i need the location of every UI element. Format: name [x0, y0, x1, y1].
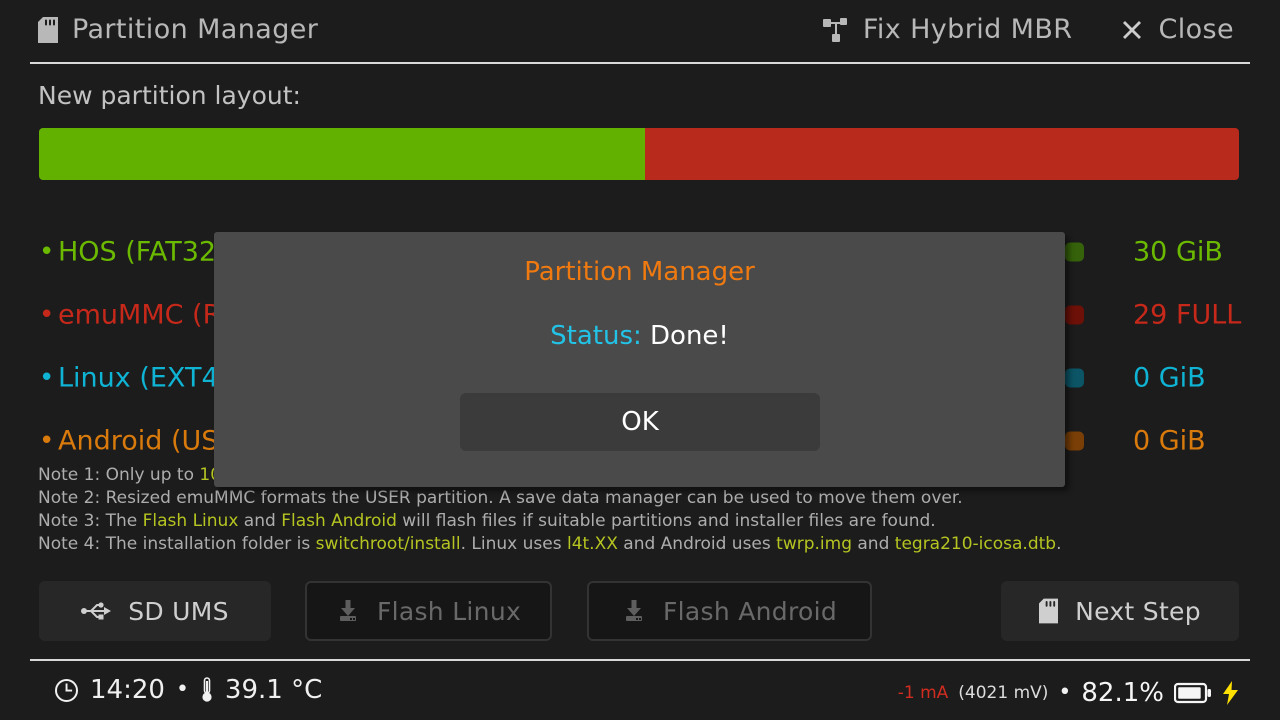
battery-current: -1 mA — [897, 683, 949, 703]
flash-android-button[interactable]: Flash Android — [587, 581, 872, 641]
sd-ums-label: SD UMS — [128, 596, 229, 626]
battery-voltage: (4021 mV) — [958, 683, 1049, 703]
dialog-status-value: Done! — [650, 321, 729, 351]
partition-row-hos: • HOS (FAT32): 30 GiB — [0, 220, 1280, 283]
action-button-row: SD UMS Flash Linux — [0, 581, 1280, 641]
bar-segment-emummc — [645, 128, 1239, 180]
new-partition-layout-label: New partition layout: — [38, 81, 301, 110]
status-right-group: -1 mA (4021 mV) • 82.1% — [898, 678, 1239, 708]
status-bar: 14:20 • 39.1 °C -1 mA (4021 mV) • 82.1% — [0, 665, 1280, 720]
partition-row-android: • Android (USER): 0 GiB — [0, 409, 1280, 472]
bullet-icon: • — [39, 425, 55, 456]
dialog-status-label: Status: — [550, 321, 642, 351]
dialog-status-line: Status: Done! — [214, 321, 1065, 351]
partition-manager-dialog: Partition Manager Status: Done! OK — [214, 232, 1065, 487]
note-text: and Android uses — [617, 534, 777, 554]
partition-name: Linux (EXT4): — [58, 362, 239, 393]
note-text: will flash files if suitable partitions … — [396, 511, 936, 531]
window-title: Partition Manager — [38, 14, 318, 45]
partition-size-value: 0 GiB — [1133, 425, 1206, 456]
next-step-label: Next Step — [1075, 596, 1201, 626]
partition-size-value: 30 GiB — [1133, 236, 1223, 267]
status-separator-dot-2: • — [1058, 680, 1072, 705]
lightning-bolt-icon — [1222, 681, 1239, 705]
bullet-icon: • — [39, 362, 55, 393]
dialog-ok-button[interactable]: OK — [460, 393, 820, 451]
statusbar-divider — [30, 659, 1250, 661]
note-text: Note 4: The installation folder is — [38, 534, 316, 554]
partition-name: HOS (FAT32): — [58, 236, 236, 267]
dialog-title: Partition Manager — [524, 257, 755, 287]
clock-time: 14:20 — [90, 675, 165, 705]
partition-color-swatch — [1065, 368, 1084, 387]
note-highlight: Flash Android — [281, 511, 397, 531]
note-text: . — [1056, 534, 1062, 554]
partition-size-value: 29 FULL — [1133, 299, 1242, 330]
notes-section: Note 1: Only up to 10 Note 2: Resized em… — [38, 464, 1248, 556]
note-text: . Linux uses — [460, 534, 567, 554]
note-3: Note 3: The Flash Linux and Flash Androi… — [38, 510, 1248, 533]
header-divider — [30, 62, 1250, 64]
status-left-group: 14:20 • 39.1 °C — [54, 675, 322, 705]
sitemap-icon — [822, 17, 849, 42]
partition-layout-bar — [39, 128, 1239, 180]
partition-color-swatch — [1065, 242, 1084, 261]
close-button[interactable]: Close — [1120, 14, 1234, 45]
usb-icon — [81, 601, 112, 621]
partition-list: • HOS (FAT32): 30 GiB • emuMMC (RAW): 29… — [0, 220, 1280, 472]
dialog-ok-label: OK — [621, 407, 659, 437]
fix-hybrid-mbr-label: Fix Hybrid MBR — [862, 14, 1073, 45]
note-highlight: tegra210-icosa.dtb — [894, 534, 1057, 554]
status-separator-dot: • — [175, 677, 189, 702]
temperature-value: 39.1 °C — [224, 675, 323, 705]
bullet-icon: • — [39, 299, 55, 330]
flash-linux-button[interactable]: Flash Linux — [305, 581, 552, 641]
partition-color-swatch — [1065, 431, 1084, 450]
sd-card-icon — [38, 16, 58, 43]
note-highlight: Flash Linux — [142, 511, 239, 531]
close-x-icon — [1120, 18, 1144, 42]
flash-android-label: Flash Android — [662, 596, 838, 626]
partition-row-linux: • Linux (EXT4): 0 GiB — [0, 346, 1280, 409]
note-text: Note 2: Resized emuMMC formats the USER … — [38, 488, 963, 508]
window-title-label: Partition Manager — [72, 14, 319, 45]
battery-percent: 82.1% — [1081, 678, 1164, 708]
note-text: and — [851, 534, 895, 554]
partition-size-value: 0 GiB — [1133, 362, 1206, 393]
note-highlight: switchroot/install — [315, 534, 461, 554]
close-label: Close — [1158, 14, 1234, 45]
note-highlight: l4t.XX — [566, 534, 618, 554]
download-icon — [336, 599, 360, 623]
sd-card-icon — [1039, 598, 1059, 624]
clock-icon — [54, 678, 79, 703]
download-icon — [622, 599, 646, 623]
fix-hybrid-mbr-button[interactable]: Fix Hybrid MBR — [822, 14, 1073, 45]
note-2: Note 2: Resized emuMMC formats the USER … — [38, 487, 1248, 510]
bar-segment-hos — [39, 128, 645, 180]
note-text: and — [238, 511, 282, 531]
header-actions: Fix Hybrid MBR Close — [822, 14, 1234, 45]
thermometer-icon — [200, 677, 214, 703]
note-text: Note 3: The — [38, 511, 143, 531]
note-highlight: twrp.img — [776, 534, 852, 554]
bullet-icon: • — [39, 236, 55, 267]
sd-ums-button[interactable]: SD UMS — [39, 581, 271, 641]
partition-color-swatch — [1065, 305, 1084, 324]
flash-linux-label: Flash Linux — [376, 596, 522, 626]
note-4: Note 4: The installation folder is switc… — [38, 533, 1248, 556]
note-text: Note 1: Only up to — [38, 465, 200, 485]
next-step-button[interactable]: Next Step — [1001, 581, 1239, 641]
window-header: Partition Manager Fix Hybrid MBR — [0, 0, 1280, 64]
battery-icon — [1174, 682, 1212, 704]
